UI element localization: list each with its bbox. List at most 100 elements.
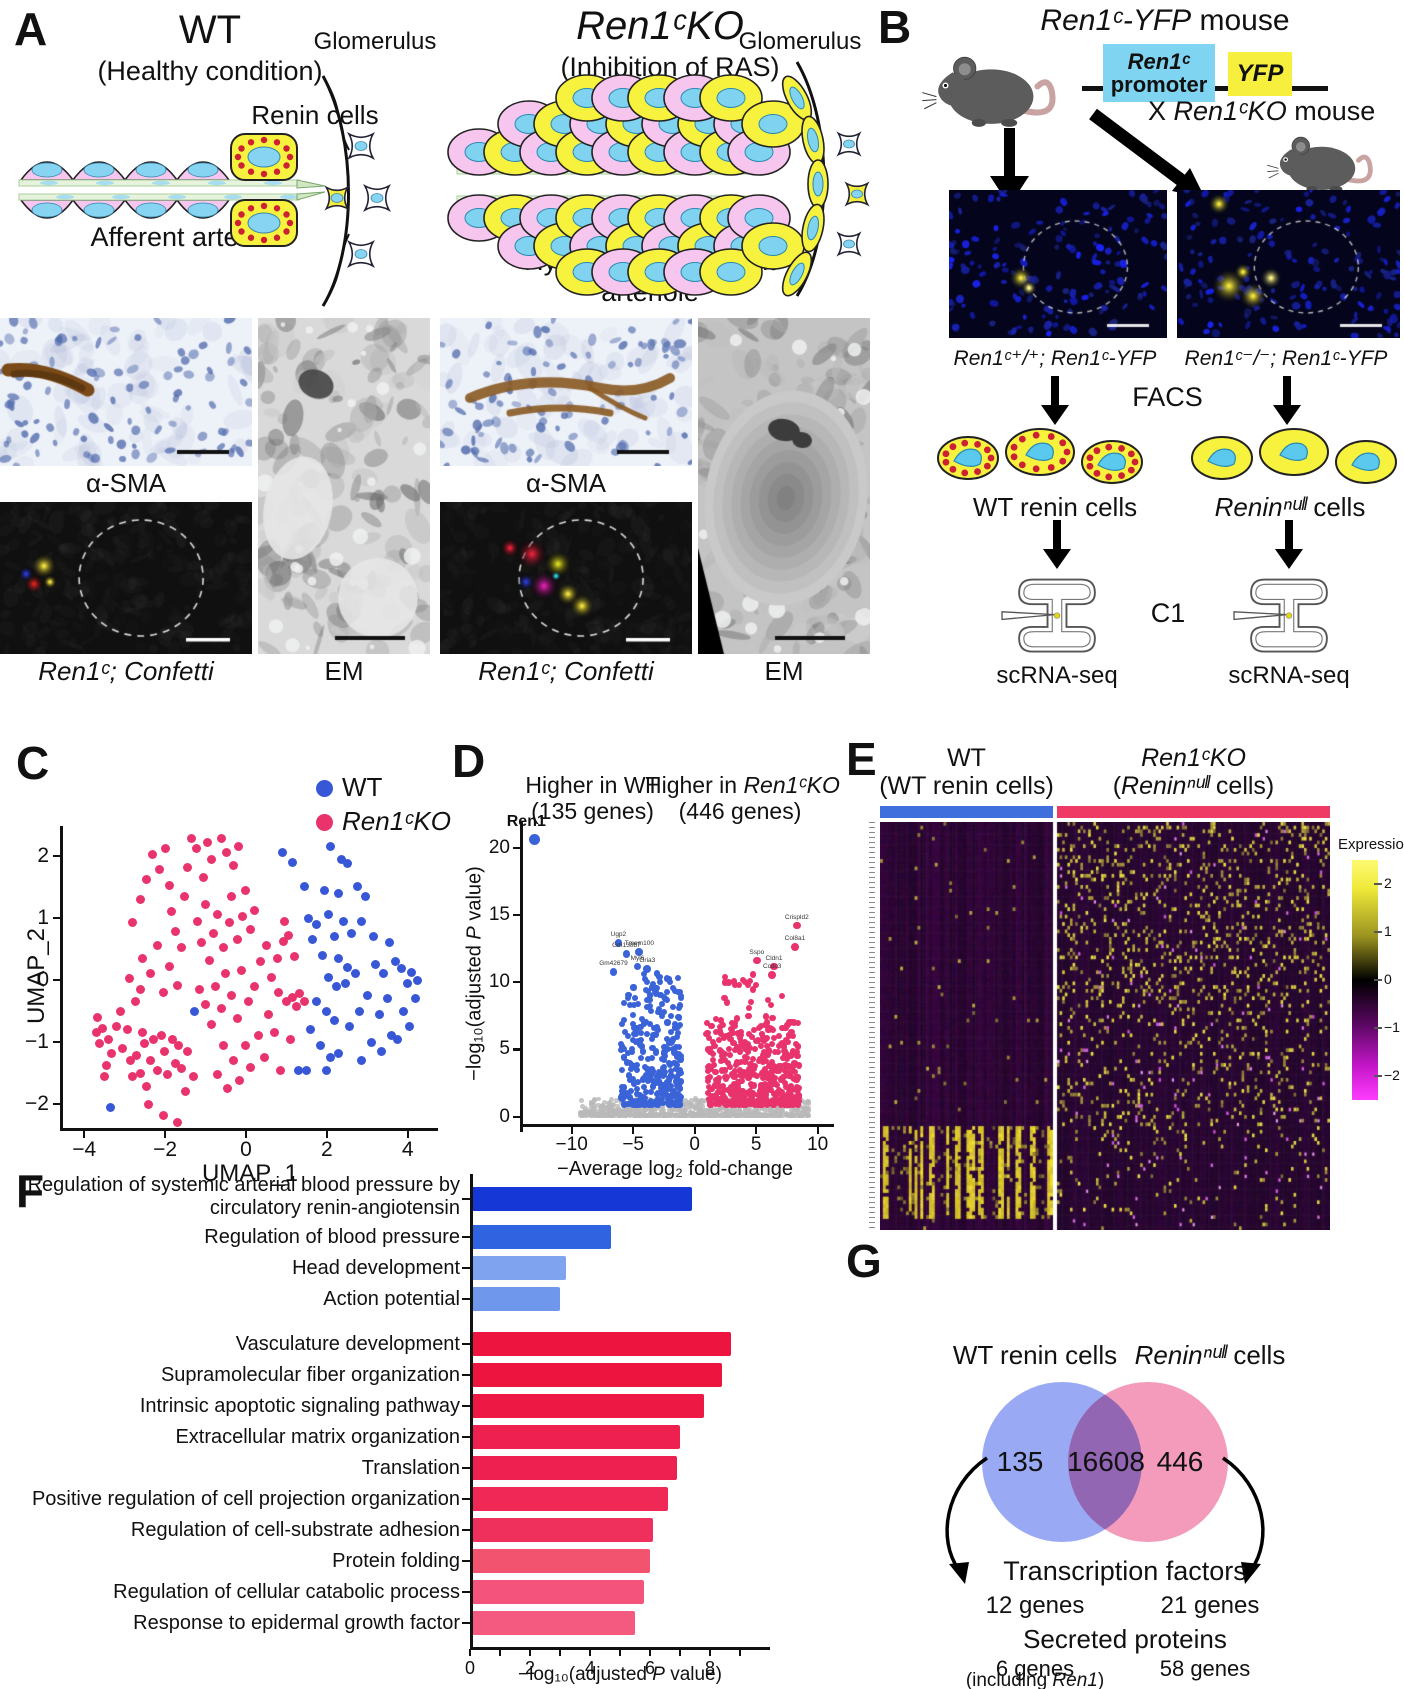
volcano-point xyxy=(646,1076,653,1083)
umap-point xyxy=(300,997,310,1007)
volcano-point xyxy=(704,1109,710,1115)
volcano-point xyxy=(763,1013,770,1020)
volcano-point xyxy=(633,962,642,971)
volcano-point xyxy=(735,1081,742,1088)
volcano-point xyxy=(738,1078,745,1085)
volcano-point xyxy=(668,1039,675,1046)
mouse-foot xyxy=(971,118,986,127)
venn-overlap-count: 16608 xyxy=(1067,1446,1145,1477)
volcano-point xyxy=(638,1054,645,1061)
umap-point xyxy=(229,1056,239,1066)
curved-arrow-right xyxy=(1222,1456,1265,1584)
volcano-point xyxy=(755,1057,762,1064)
umap-point xyxy=(354,1006,364,1016)
umap-point xyxy=(99,1071,109,1081)
volcano-point xyxy=(748,1069,755,1076)
umap-point xyxy=(158,988,168,998)
volcano-point xyxy=(738,1039,745,1046)
umap-y-tick xyxy=(53,917,61,920)
mouse-ear-inner xyxy=(958,63,971,76)
umap-x-ticklabel: 0 xyxy=(240,1138,252,1161)
umap-point xyxy=(130,997,140,1007)
volcano-point xyxy=(712,1029,720,1036)
go-x-tick xyxy=(739,1649,741,1656)
go-x-tick xyxy=(559,1649,561,1656)
umap-point xyxy=(245,1062,255,1072)
volcano-point xyxy=(745,981,752,989)
renin-granule xyxy=(260,202,268,210)
nucleus xyxy=(31,162,63,178)
volcano-point xyxy=(629,1075,636,1083)
umap-point xyxy=(312,919,322,929)
volcano-point xyxy=(596,1102,601,1108)
volcano-point xyxy=(746,1030,753,1038)
umap-point xyxy=(95,1038,105,1048)
volcano-point xyxy=(744,1048,751,1056)
umap-point xyxy=(287,992,297,1002)
volcano-point xyxy=(618,1066,626,1074)
volcano-point xyxy=(647,1072,654,1079)
volcano-point xyxy=(659,1056,666,1063)
volcano-point xyxy=(751,1083,758,1090)
go-x-ticklabel: 2 xyxy=(524,1658,535,1678)
sp-right-count: 58 genes xyxy=(1159,1656,1251,1681)
volcano-point xyxy=(709,1105,715,1111)
volcano-point xyxy=(739,1041,747,1048)
wt-confetti-micrograph xyxy=(0,502,252,654)
volcano-point xyxy=(765,1027,772,1034)
volcano-point xyxy=(601,1112,606,1117)
volcano-point xyxy=(783,1069,790,1077)
volcano-point xyxy=(659,1099,667,1106)
volcano-point xyxy=(631,1101,638,1109)
renin-granule xyxy=(949,465,957,473)
tf-right-count: 21 genes xyxy=(1160,1592,1260,1619)
hk-pre: ( xyxy=(1112,772,1122,800)
endo-nucleus xyxy=(168,194,186,200)
volcano-point xyxy=(621,1029,628,1036)
volcano-point xyxy=(740,1098,748,1105)
umap-y-tick xyxy=(53,979,61,982)
umap-point xyxy=(225,918,235,928)
umap-point xyxy=(352,882,362,892)
volcano-point xyxy=(765,1113,771,1119)
chip-needle xyxy=(1233,611,1288,621)
mouse-tail xyxy=(1345,154,1373,184)
volcano-point xyxy=(770,1111,776,1117)
volcano-point xyxy=(626,1002,633,1009)
volcano-y-ticklabel: 10 xyxy=(488,971,510,993)
go-bar xyxy=(470,1580,644,1604)
promoter-word: promoter xyxy=(1110,72,1208,97)
volcano-point xyxy=(657,991,664,999)
volcano-point xyxy=(643,978,650,986)
nucleus xyxy=(1097,452,1126,471)
volcano-point xyxy=(583,1105,588,1111)
volcano-point xyxy=(700,1113,706,1119)
down-arrow xyxy=(1273,376,1301,425)
volcano-point xyxy=(719,1113,725,1119)
ellipse xyxy=(851,189,863,199)
nucleus xyxy=(31,202,63,218)
volcano-point xyxy=(644,1003,651,1011)
volcano-point xyxy=(688,1112,694,1118)
volcano-point xyxy=(666,1107,672,1113)
volcano-point xyxy=(674,1029,681,1036)
volcano-point xyxy=(591,1097,597,1103)
renin-granule xyxy=(1086,454,1094,462)
volcano-point xyxy=(681,1101,686,1107)
venn-right-title: Reninⁿᵘˡˡ cells xyxy=(1095,1340,1325,1371)
volcano-point xyxy=(759,1036,766,1043)
umap-point xyxy=(383,994,392,1004)
volcano-point xyxy=(764,1101,771,1108)
umap-point xyxy=(312,997,322,1007)
umap-point xyxy=(278,937,288,947)
umap-point xyxy=(338,916,348,926)
endo-nucleus xyxy=(264,180,282,186)
umap-point xyxy=(194,984,204,994)
legend-ko: Ren1ᶜKO xyxy=(342,806,451,836)
volcano-point xyxy=(624,1106,629,1112)
volcano-point xyxy=(775,1086,783,1093)
volcano-point xyxy=(629,1097,636,1104)
umap-point xyxy=(285,1034,295,1044)
cross-label: X Ren1ᶜKO mouse xyxy=(1148,96,1375,127)
umap-point xyxy=(241,885,251,895)
